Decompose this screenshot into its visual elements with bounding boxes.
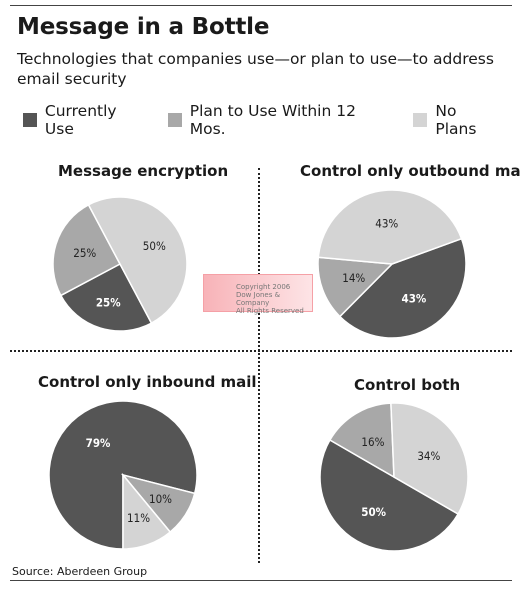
pie-data-label: 43% [402, 291, 427, 305]
pie-data-label: 43% [375, 217, 398, 231]
pie-slice-plan-to-use [52, 203, 122, 297]
legend-item-currently-use: Currently Use [23, 102, 150, 138]
pie-data-label: 14% [342, 271, 365, 285]
pie-slice-currently-use [319, 438, 460, 552]
pie-data-label: 16% [361, 435, 384, 449]
pie-data-label: 25% [96, 295, 121, 309]
pie-data-label: 50% [143, 239, 166, 253]
legend-item-plan-to-use: Plan to Use Within 12 Mos. [167, 102, 396, 138]
vertical-divider [258, 168, 260, 563]
pie-data-label: 34% [417, 449, 440, 463]
pie-data-label: 10% [149, 492, 172, 506]
legend-swatch-no-plans [413, 113, 428, 127]
pie-slice-plan-to-use [328, 402, 395, 479]
pie-data-label: 79% [86, 436, 111, 450]
top-rule [10, 5, 512, 6]
pie-slice-no-plans [317, 189, 463, 265]
watermark-line: Copyright 2006 [236, 283, 291, 291]
pie-slice-no-plans [390, 402, 469, 516]
pie-title-outbound-mail: Control only outbound mail [300, 162, 520, 180]
horizontal-divider [10, 350, 512, 352]
chart-title: Message in a Bottle [17, 14, 270, 40]
watermark-line: Dow Jones & Company [236, 291, 281, 307]
pie-slice-currently-use [338, 237, 467, 339]
watermark-line: All Rights Reserved [236, 307, 304, 315]
legend-label: Plan to Use Within 12 Mos. [189, 102, 356, 138]
bottom-rule [10, 580, 512, 581]
pie-title-inbound-mail: Control only inbound mail [38, 373, 257, 391]
legend-label: Currently Use [44, 102, 117, 138]
pie-slice-plan-to-use [317, 256, 394, 318]
pie-data-label: 50% [361, 505, 386, 519]
pie-slice-no-plans [122, 472, 172, 550]
legend-swatch-plan-to-use [167, 113, 182, 127]
source-note: Source: Aberdeen Group [12, 565, 148, 578]
legend-item-no-plans: No Plans [413, 102, 502, 138]
pie-data-label: 11% [127, 511, 150, 525]
legend-label: No Plans [435, 102, 477, 138]
legend: Currently Use Plan to Use Within 12 Mos.… [23, 102, 520, 138]
pie-slice-no-plans [87, 196, 188, 325]
pie-data-label: 25% [73, 246, 96, 260]
pie-title-control-both: Control both [354, 376, 461, 394]
pie-title-message-encryption: Message encryption [58, 162, 229, 180]
legend-swatch-currently-use [23, 113, 37, 127]
chart-subtitle: Technologies that companies use—or plan … [17, 50, 494, 88]
copyright-watermark: Copyright 2006 Dow Jones & Company All R… [203, 274, 313, 315]
